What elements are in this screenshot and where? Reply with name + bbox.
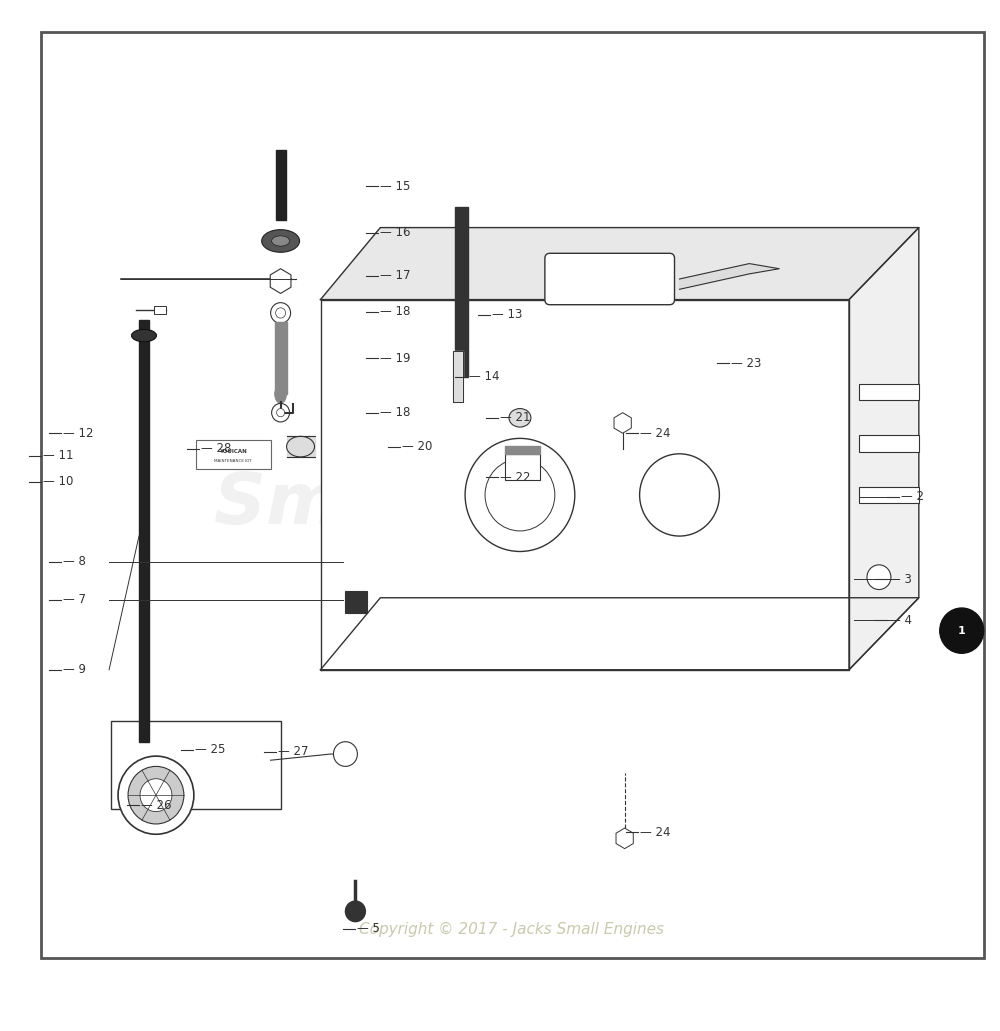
Text: — 14: — 14 xyxy=(469,370,500,384)
Text: — 12: — 12 xyxy=(63,427,94,440)
FancyBboxPatch shape xyxy=(545,254,675,305)
Text: — 4: — 4 xyxy=(889,613,912,627)
Polygon shape xyxy=(505,445,540,454)
Circle shape xyxy=(485,459,555,531)
Text: — 3: — 3 xyxy=(889,573,912,586)
Polygon shape xyxy=(139,321,149,741)
Text: — 7: — 7 xyxy=(63,593,86,606)
Circle shape xyxy=(140,778,172,811)
Bar xyxy=(111,721,281,808)
Ellipse shape xyxy=(272,236,290,246)
Bar xyxy=(345,591,367,613)
Polygon shape xyxy=(320,228,919,300)
Text: — 28: — 28 xyxy=(201,442,231,455)
Text: — 18: — 18 xyxy=(380,305,411,319)
Text: — 13: — 13 xyxy=(492,308,522,322)
Circle shape xyxy=(867,565,891,590)
Polygon shape xyxy=(154,306,166,314)
Circle shape xyxy=(640,454,719,536)
Ellipse shape xyxy=(287,436,315,457)
Circle shape xyxy=(118,756,194,834)
Text: — 9: — 9 xyxy=(63,663,86,676)
Bar xyxy=(505,454,540,479)
Polygon shape xyxy=(275,323,287,394)
Ellipse shape xyxy=(132,329,156,341)
Circle shape xyxy=(277,408,285,417)
Text: Jacks
Small Engines: Jacks Small Engines xyxy=(214,390,786,539)
Ellipse shape xyxy=(509,408,531,427)
Text: — 23: — 23 xyxy=(731,357,762,370)
Text: — 19: — 19 xyxy=(380,352,411,365)
Text: 🦌: 🦌 xyxy=(483,334,517,389)
Circle shape xyxy=(271,303,291,324)
Text: — 24: — 24 xyxy=(640,826,670,838)
Circle shape xyxy=(345,901,365,922)
Text: — 8: — 8 xyxy=(63,556,86,568)
Text: 1: 1 xyxy=(958,626,966,636)
Bar xyxy=(196,440,271,469)
Text: — 21: — 21 xyxy=(500,411,530,425)
Polygon shape xyxy=(287,436,315,457)
Polygon shape xyxy=(455,207,468,376)
Polygon shape xyxy=(276,151,286,221)
Polygon shape xyxy=(680,264,779,290)
Text: YOUICAN: YOUICAN xyxy=(219,450,247,455)
Circle shape xyxy=(940,608,984,654)
Ellipse shape xyxy=(262,230,300,253)
Circle shape xyxy=(130,768,182,822)
Text: — 10: — 10 xyxy=(43,475,74,488)
Text: — 18: — 18 xyxy=(380,406,411,420)
Text: Copyright © 2017 - Jacks Small Engines: Copyright © 2017 - Jacks Small Engines xyxy=(359,923,664,937)
Circle shape xyxy=(272,403,290,422)
Text: — 27: — 27 xyxy=(278,745,308,759)
Circle shape xyxy=(333,741,357,766)
Polygon shape xyxy=(320,300,849,670)
Circle shape xyxy=(128,766,184,824)
Text: MAINTENANCE KIT: MAINTENANCE KIT xyxy=(214,459,252,463)
Text: — 2: — 2 xyxy=(901,491,924,503)
Polygon shape xyxy=(849,228,919,670)
Text: — 24: — 24 xyxy=(640,427,670,440)
Circle shape xyxy=(465,438,575,552)
Text: — 11: — 11 xyxy=(43,450,74,462)
Polygon shape xyxy=(453,351,463,402)
Text: — 20: — 20 xyxy=(402,440,433,453)
Text: — 25: — 25 xyxy=(195,743,225,757)
Text: — 15: — 15 xyxy=(380,180,411,193)
Polygon shape xyxy=(320,598,919,670)
Ellipse shape xyxy=(275,385,287,403)
Text: — 17: — 17 xyxy=(380,269,411,282)
Text: — 5: — 5 xyxy=(357,923,380,935)
Circle shape xyxy=(276,308,286,319)
Text: — 22: — 22 xyxy=(500,471,530,484)
Bar xyxy=(859,435,919,452)
Bar xyxy=(859,384,919,400)
Text: — 26: — 26 xyxy=(141,799,172,812)
Bar xyxy=(859,487,919,503)
Text: — 16: — 16 xyxy=(380,226,411,239)
